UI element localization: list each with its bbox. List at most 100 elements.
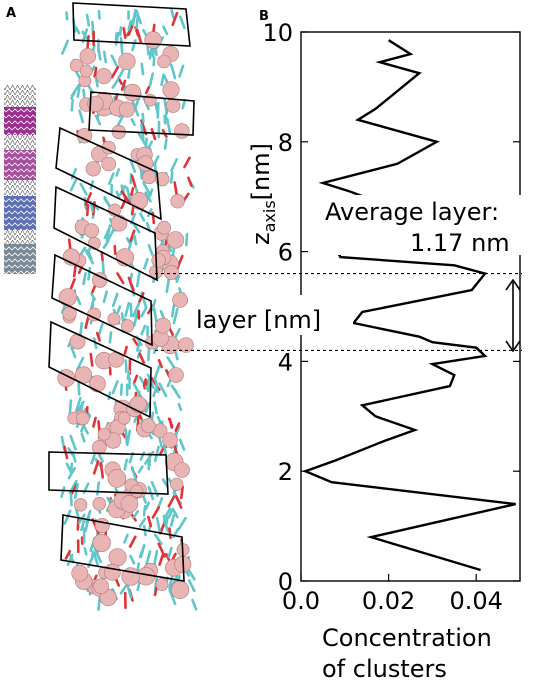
cluster-atom xyxy=(142,170,156,185)
cluster-atom xyxy=(94,517,110,533)
molecule-bond xyxy=(141,112,145,124)
molecule-bond xyxy=(102,290,108,304)
molecule-bond xyxy=(165,278,170,294)
cluster-atom xyxy=(170,580,190,599)
molecule-bond xyxy=(75,295,82,306)
membrane-legend xyxy=(4,85,36,274)
molecule-bond xyxy=(144,501,150,511)
y-tick-label: 6 xyxy=(278,239,293,267)
molecule-bond xyxy=(155,516,161,533)
molecule-bond xyxy=(115,190,121,199)
molecule-bond xyxy=(130,204,135,216)
molecule-bond xyxy=(122,26,127,39)
cluster-atom xyxy=(172,292,188,308)
molecule-bond xyxy=(172,307,179,325)
molecule-bond xyxy=(151,506,160,519)
molecule-bond xyxy=(92,416,97,428)
lipid-chains-2 xyxy=(4,135,36,150)
layer-guides xyxy=(155,272,522,352)
cluster-atom xyxy=(79,47,97,65)
molecule-bond xyxy=(146,140,153,150)
molecule-bond xyxy=(165,515,169,526)
y-tick-label: 10 xyxy=(262,19,293,47)
y-axis-label: zaxis[nm] xyxy=(247,143,279,245)
molecule-bond xyxy=(125,186,132,202)
molecule-bond xyxy=(162,25,169,36)
molecule-bond xyxy=(92,460,100,475)
cluster-atom xyxy=(155,578,169,591)
molecule-bond xyxy=(142,378,147,388)
molecule-bond xyxy=(137,132,147,146)
cluster-atom xyxy=(88,375,106,393)
molecule-bond xyxy=(111,79,119,89)
cluster-atom xyxy=(118,101,135,118)
molecule-bond xyxy=(119,26,123,37)
molecule-bond xyxy=(167,508,174,519)
molecule-bond xyxy=(68,278,76,292)
cluster-atom xyxy=(168,367,184,383)
cluster-atom xyxy=(87,95,104,113)
molecule-bond xyxy=(64,549,72,560)
molecule-bond xyxy=(153,586,158,597)
molecule-bond xyxy=(161,478,169,488)
panel-b-letter: B xyxy=(259,9,269,24)
molecule-bond xyxy=(140,119,148,136)
molecule-bond xyxy=(133,234,138,246)
x-axis-label-line2: of clusters xyxy=(322,655,447,683)
molecule-bond xyxy=(135,16,139,31)
molecule-bond xyxy=(165,117,172,135)
molecule-bond xyxy=(140,62,145,76)
lipid-chains-1 xyxy=(4,85,36,107)
molecule-bond xyxy=(153,445,160,463)
molecule-bond xyxy=(129,229,136,242)
y-axis-label-sub: axis xyxy=(260,200,279,232)
molecule-bond xyxy=(96,481,101,496)
molecule-bond xyxy=(177,516,187,531)
cluster-atom xyxy=(174,462,190,478)
molecule-bond xyxy=(65,462,72,473)
molecule-bond xyxy=(187,176,193,187)
molecule-bond xyxy=(119,36,124,55)
molecule-bond xyxy=(132,509,140,519)
molecule-bond xyxy=(107,391,112,401)
cluster-atom xyxy=(144,93,157,107)
molecule-bond xyxy=(171,507,179,519)
molecule-bond xyxy=(130,118,136,127)
molecule-bond xyxy=(166,356,176,370)
molecule-bond xyxy=(83,547,88,556)
molecule-bond xyxy=(135,28,143,44)
molecule-bond xyxy=(79,321,83,337)
molecule-bond xyxy=(126,370,131,381)
molecule-bond xyxy=(183,156,191,169)
cluster-atom xyxy=(144,31,162,49)
x-tick-label: 0.02 xyxy=(362,587,415,615)
series-line-3 xyxy=(318,39,440,215)
series-line-1 xyxy=(302,248,516,572)
cluster-atom xyxy=(69,58,84,73)
molecule-bond xyxy=(76,356,85,371)
molecule-bond xyxy=(148,47,153,60)
molecule-bond xyxy=(146,378,150,393)
molecule-bond xyxy=(90,298,95,310)
molecule-bond xyxy=(131,39,137,52)
molecule-bond xyxy=(123,458,129,471)
molecule-bond xyxy=(74,26,81,35)
molecule-bond xyxy=(126,28,132,37)
molecule-bond xyxy=(171,11,179,27)
molecule-bond xyxy=(151,298,157,312)
molecule-bond xyxy=(150,128,157,141)
molecule-bond xyxy=(84,192,92,207)
molecule-bond xyxy=(86,203,90,217)
molecule-bond xyxy=(139,212,146,222)
molecule-bond xyxy=(75,396,82,413)
molecule-bond xyxy=(178,64,185,78)
cluster-atom xyxy=(165,98,181,113)
molecule-bond xyxy=(153,364,161,382)
molecule-bond xyxy=(70,346,77,359)
molecule-bond xyxy=(87,266,92,281)
molecule-bond xyxy=(178,438,186,451)
lipid-chains-3 xyxy=(4,180,36,196)
molecule-bond xyxy=(90,453,96,465)
cluster-atom xyxy=(71,564,89,582)
y-axis-label-main: z xyxy=(247,232,275,245)
